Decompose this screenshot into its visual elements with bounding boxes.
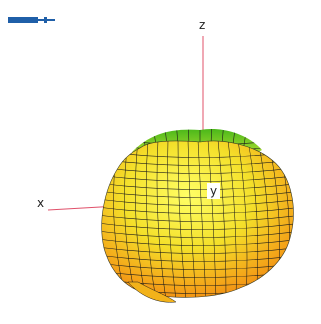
slider-bar-icon[interactable]: [8, 14, 58, 28]
bottom-lobe: [127, 281, 177, 303]
y-axis-label: y: [207, 183, 221, 199]
radiation-pattern-surface: [101, 140, 294, 298]
z-axis-label: z: [199, 18, 206, 32]
x-axis-label: x: [37, 196, 45, 210]
